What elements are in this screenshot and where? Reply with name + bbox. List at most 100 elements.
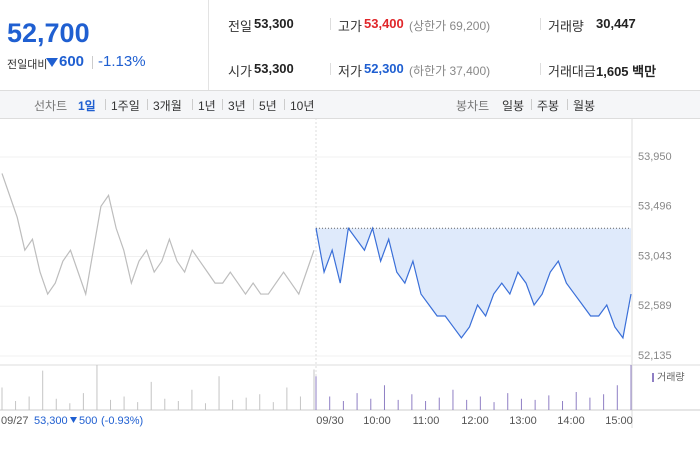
summary-value: 52,300 xyxy=(364,61,404,76)
prev-close: 53,300 xyxy=(34,415,68,427)
x-tick-label: 10:00 xyxy=(363,415,391,427)
separator xyxy=(330,63,331,75)
tab[interactable]: 10년 xyxy=(290,99,315,113)
x-tick-label: 14:00 xyxy=(557,415,585,427)
tab[interactable]: 일봉 xyxy=(502,99,525,113)
separator xyxy=(222,99,223,110)
volume-bar xyxy=(466,399,468,410)
volume-bar xyxy=(299,396,301,410)
separator xyxy=(540,18,541,30)
summary-value: 53,400 xyxy=(364,16,404,31)
volume-bar xyxy=(137,402,139,410)
volume-label: 거래량 xyxy=(657,372,685,384)
tab-label: 봉차트 xyxy=(456,99,490,113)
volume-bar xyxy=(603,394,605,410)
volume-bar xyxy=(177,401,179,410)
volume-bar xyxy=(329,396,331,410)
volume-bar xyxy=(28,396,30,410)
volume-bar xyxy=(548,395,550,410)
summary-extra: (상한가 69,200) xyxy=(409,19,491,33)
volume-bar xyxy=(1,387,3,410)
summary-value: 53,300 xyxy=(254,16,294,31)
volume-bar xyxy=(42,370,44,410)
volume-bar xyxy=(534,399,536,410)
prev-change: 500 xyxy=(79,415,97,427)
volume-bar xyxy=(438,397,440,410)
volume-bar xyxy=(507,393,509,410)
x-tick-label: 13:00 xyxy=(509,415,537,427)
volume-bar xyxy=(191,389,193,410)
tab[interactable]: 3년 xyxy=(228,99,246,113)
tab-label: 선차트 xyxy=(34,99,68,113)
volume-bar xyxy=(479,396,481,410)
volume-bar xyxy=(383,385,385,410)
separator xyxy=(284,99,285,110)
prev-date: 09/27 xyxy=(1,415,29,427)
separator xyxy=(330,18,331,30)
volume-bar xyxy=(218,376,220,410)
volume-bar xyxy=(575,392,577,410)
tab[interactable]: 월봉 xyxy=(573,99,596,113)
summary-label: 전일 xyxy=(228,19,252,34)
summary-value: 30,447 xyxy=(596,16,636,31)
summary-label: 고가 xyxy=(338,19,362,34)
volume-bar xyxy=(452,389,454,410)
prev-rate: (-0.93%) xyxy=(101,415,143,427)
separator xyxy=(531,99,532,110)
volume-bar xyxy=(520,398,522,410)
x-tick-label: 15:00 xyxy=(605,415,633,427)
x-tick-label: 09/30 xyxy=(316,415,344,427)
y-tick-label: 53,043 xyxy=(638,250,672,262)
volume-bar xyxy=(69,403,71,410)
summary-extra: (하한가 37,400) xyxy=(409,64,491,78)
volume-bar xyxy=(123,396,125,410)
volume-bar xyxy=(397,399,399,410)
volume-bar xyxy=(245,397,247,410)
separator xyxy=(567,99,568,110)
x-tick-label: 11:00 xyxy=(413,415,440,427)
volume-bar xyxy=(562,401,564,410)
volume-bar xyxy=(342,401,344,410)
tab[interactable]: 1주일 xyxy=(111,99,140,113)
tab[interactable]: 5년 xyxy=(259,99,277,113)
tab-bar xyxy=(0,90,700,119)
change-label: 전일대비 xyxy=(7,59,48,71)
tab[interactable]: 3개월 xyxy=(153,99,182,113)
volume-bar xyxy=(356,393,358,410)
summary-label: 저가 xyxy=(338,64,362,79)
y-tick-label: 52,135 xyxy=(638,350,672,362)
separator xyxy=(253,99,254,110)
volume-bar xyxy=(110,399,112,410)
area xyxy=(316,228,631,338)
volume-bar xyxy=(272,402,274,410)
y-tick-label: 53,496 xyxy=(638,201,672,213)
volume-bar xyxy=(15,401,17,410)
tab[interactable]: 1일 xyxy=(78,99,96,113)
change: 600 xyxy=(59,53,85,70)
quote-box: 52,700 전일대비 600 -1.13% xyxy=(0,0,209,90)
tab[interactable]: 1년 xyxy=(198,99,216,113)
tab[interactable]: 주봉 xyxy=(537,99,560,113)
separator xyxy=(147,99,148,110)
volume-bar xyxy=(164,398,166,410)
summary-value: 1,605 백만 xyxy=(596,64,657,79)
volume-bar xyxy=(493,402,495,410)
down-arrow xyxy=(46,58,58,67)
summary-label: 거래대금 xyxy=(548,64,596,79)
price-line xyxy=(1,173,315,297)
volume-bar xyxy=(411,394,413,410)
volume-bar xyxy=(82,393,84,410)
price-line xyxy=(315,226,632,340)
volume-legend-swatch xyxy=(652,373,654,382)
separator xyxy=(540,63,541,75)
price: 52,700 xyxy=(7,18,90,48)
volume-bar xyxy=(425,401,427,410)
separator xyxy=(192,99,193,110)
volume-bar xyxy=(616,385,618,410)
volume-bar xyxy=(96,365,98,410)
summary-label: 거래량 xyxy=(548,19,584,34)
volume-bar xyxy=(630,365,632,410)
y-tick-label: 52,589 xyxy=(638,300,672,312)
volume-bar xyxy=(55,398,57,410)
